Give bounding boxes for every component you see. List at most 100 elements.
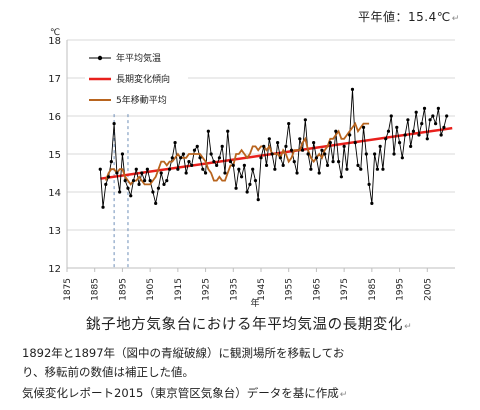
normal-value-label: 平年値：15.4℃↵: [358, 10, 460, 24]
y-tick-label: 16: [48, 112, 61, 123]
annual-mean-point: [323, 152, 327, 156]
annual-mean-point: [273, 167, 277, 171]
annual-mean-point: [434, 122, 438, 126]
annual-mean-point: [303, 118, 307, 122]
annual-mean-point: [348, 133, 352, 137]
annual-mean-point: [223, 171, 227, 175]
annual-mean-point: [173, 141, 177, 145]
annual-mean-point: [248, 182, 252, 186]
annual-mean-point: [392, 152, 396, 156]
annual-mean-point: [375, 167, 379, 171]
annual-mean-point: [215, 163, 219, 167]
annual-mean-point: [331, 160, 335, 164]
annual-mean-point: [278, 156, 282, 160]
annual-mean-point: [373, 152, 377, 156]
x-tick-label: 1965: [312, 278, 322, 301]
chart: ℃ 12 13 14 15 16 17 18 1875 1885 1895 1905 1915 192…: [48, 28, 455, 309]
annual-mean-point: [184, 171, 188, 175]
axes: [66, 40, 455, 272]
annual-mean-point: [256, 198, 260, 202]
annual-mean-point: [231, 163, 235, 167]
annual-mean-point: [378, 144, 382, 148]
annual-mean-point: [206, 129, 210, 133]
annual-mean-point: [445, 114, 449, 118]
annual-mean-point: [170, 156, 174, 160]
annual-mean-point: [312, 141, 316, 145]
annual-mean-point: [320, 148, 324, 152]
annual-mean-point: [411, 129, 416, 133]
annual-mean-point: [192, 148, 197, 152]
annual-mean-point: [381, 167, 385, 171]
annual-mean-point: [126, 186, 130, 190]
annual-mean-point: [436, 106, 440, 110]
annual-mean-point: [179, 156, 183, 160]
annual-mean-point: [270, 152, 274, 156]
annual-mean-point: [276, 141, 280, 145]
x-tick-label: 1895: [118, 278, 128, 301]
annual-mean-point: [420, 122, 424, 126]
chart-caption-title: 銚子地方気象台における年平均気温の長期変化↵: [86, 317, 413, 333]
annual-mean-point: [389, 114, 393, 118]
annual-mean-point: [309, 167, 313, 171]
annual-mean-point: [259, 156, 263, 160]
y-axis-unit-label: ℃: [50, 28, 60, 38]
annual-mean-point: [345, 167, 349, 171]
annual-mean-point: [159, 171, 163, 175]
annual-mean-point: [431, 114, 435, 118]
x-tick-labels: 1875 1885 1895 1905 1915 1925 1935 1945 1955 1965…: [63, 278, 433, 301]
annual-mean-point: [143, 179, 147, 183]
annual-mean-point: [386, 129, 391, 133]
annual-mean-point: [176, 167, 180, 171]
x-tick-label: 1945: [257, 278, 267, 301]
annual-mean-point: [284, 144, 288, 148]
annual-mean-point: [264, 163, 269, 167]
annual-mean-point: [220, 144, 224, 148]
y-axis-unit-group: ℃: [50, 28, 60, 38]
annual-mean-point: [217, 156, 222, 160]
annual-mean-point: [120, 152, 125, 156]
note-line-1: 1892年と1897年（図中の青縦破線）に観測場所を移転してお: [22, 346, 345, 360]
annual-mean-point: [334, 129, 338, 133]
annual-mean-point: [212, 160, 216, 164]
legend-swatch-annual-marker: [97, 55, 103, 61]
annual-mean-point: [101, 205, 105, 209]
annual-mean-point: [167, 167, 172, 171]
annual-mean-point: [414, 110, 418, 114]
annual-mean-point: [356, 163, 360, 167]
x-tick-label: 1925: [202, 278, 212, 301]
annual-mean-point: [442, 125, 446, 129]
annual-mean-point: [240, 175, 244, 179]
annual-mean-point: [190, 163, 194, 167]
annual-mean-point: [361, 125, 366, 129]
annual-mean-point: [104, 182, 108, 186]
annual-mean-point: [129, 194, 133, 198]
x-tick-label: 1915: [174, 278, 184, 301]
x-tick-label: 2005: [423, 278, 433, 301]
annual-mean-point: [245, 190, 249, 194]
annual-mean-point: [106, 175, 111, 179]
annual-mean-point: [350, 87, 355, 91]
annual-mean-point: [328, 141, 332, 145]
annual-mean-point: [162, 182, 166, 186]
annual-mean-point: [367, 182, 371, 186]
y-tick-label: 15: [48, 150, 61, 161]
annual-mean-point: [400, 156, 404, 160]
annual-mean-point: [425, 137, 429, 141]
y-tick-label: 14: [48, 188, 61, 199]
annual-mean-point: [234, 186, 238, 190]
annual-mean-point: [145, 167, 149, 171]
legend: 年平均気温 長期変化傾向 5年移動平均: [85, 46, 188, 112]
annual-mean-point: [439, 133, 443, 137]
annual-mean-point: [181, 152, 185, 156]
legend-label-annual: 年平均気温: [116, 52, 161, 64]
x-tick-label: 1885: [91, 278, 101, 301]
note-line-3: 気候変化レポート2015（東京管区気象台）データを基に作成↵: [22, 386, 348, 400]
annual-mean-point: [140, 171, 144, 175]
x-tick-label: 1985: [368, 278, 378, 301]
annual-mean-point: [195, 144, 199, 148]
annual-mean-point: [148, 179, 152, 183]
annual-mean-point: [422, 106, 427, 110]
annual-mean-point: [281, 163, 285, 167]
y-tick-labels: 12 13 14 15 16 17 18: [48, 36, 61, 275]
annual-mean-point: [325, 163, 330, 167]
